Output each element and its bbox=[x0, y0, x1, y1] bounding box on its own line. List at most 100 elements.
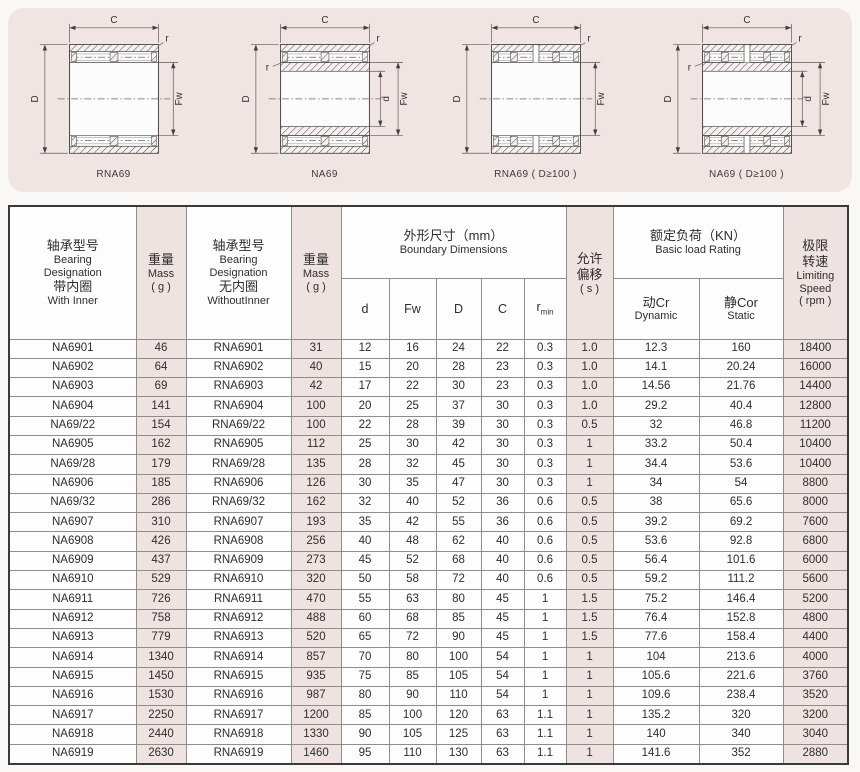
cell-limiting-speed: 3200 bbox=[782, 705, 849, 726]
cell-designation-without-inner: RNA6919 bbox=[185, 743, 292, 765]
table-row: NA6909 437 RNA6909 273 45 52 68 40 0.6 0.5 56.4 101… bbox=[8, 550, 849, 572]
cell-dim-d: 65 bbox=[340, 627, 390, 649]
cell-dim-d: 25 bbox=[340, 434, 390, 456]
cell-limiting-speed: 2880 bbox=[782, 743, 849, 765]
cell-dim-outer-d: 100 bbox=[435, 647, 482, 668]
cell-load-dynamic-cr: 105.6 bbox=[612, 666, 700, 687]
cell-dim-fw: 72 bbox=[388, 627, 437, 649]
cell-load-dynamic-cr: 75.2 bbox=[612, 589, 700, 610]
cell-dim-d: 55 bbox=[340, 589, 390, 610]
cell-load-static-cor: 46.8 bbox=[698, 415, 784, 436]
cell-limiting-speed: 3520 bbox=[782, 685, 849, 707]
table-row: NA6906 185 RNA6906 126 30 35 47 30 0.3 1 34 54 8800 bbox=[8, 473, 849, 494]
table-row: NA6918 2440 RNA6918 1330 90 105 125 63 1.1 1 140 34… bbox=[8, 724, 849, 745]
header-text: 允许 bbox=[576, 250, 603, 266]
dim-label-outer-d: D bbox=[662, 95, 673, 102]
cell-designation-with-inner: NA6903 bbox=[8, 377, 137, 398]
cell-mass-with-inner: 1340 bbox=[135, 647, 187, 668]
cell-load-static-cor: 160 bbox=[698, 338, 784, 359]
cell-limiting-speed: 14400 bbox=[782, 377, 849, 398]
cell-mass-without-inner: 273 bbox=[290, 550, 342, 572]
cell-mass-with-inner: 310 bbox=[135, 512, 187, 533]
cell-dim-c: 45 bbox=[480, 608, 525, 629]
cell-mass-without-inner: 520 bbox=[290, 627, 342, 649]
col-header-rmin: rmin bbox=[523, 277, 567, 340]
cell-dim-outer-d: 42 bbox=[435, 434, 482, 456]
cell-offset-s: 0.5 bbox=[565, 512, 614, 533]
cell-dim-fw: 68 bbox=[388, 608, 437, 629]
table-row: NA69/22 154 RNA69/22 100 22 28 39 30 0.3 0.5 32 46.… bbox=[8, 415, 849, 436]
cell-offset-s: 1 bbox=[565, 666, 614, 687]
cell-dim-fw: 80 bbox=[388, 647, 437, 668]
cell-mass-with-inner: 2630 bbox=[135, 743, 187, 765]
cell-mass-without-inner: 488 bbox=[290, 608, 342, 629]
cell-dim-outer-d: 52 bbox=[435, 492, 482, 514]
cell-dim-d: 90 bbox=[340, 724, 390, 745]
table-row: NA6919 2630 RNA6919 1460 95 110 130 63 1.1 1 141.6… bbox=[8, 743, 849, 765]
cell-offset-s: 1 bbox=[565, 473, 614, 494]
cell-dim-rmin: 0.6 bbox=[523, 512, 567, 533]
cell-dim-outer-d: 28 bbox=[435, 357, 482, 379]
table-row: NA6908 426 RNA6908 256 40 48 62 40 0.6 0.5 53.6 92.… bbox=[8, 531, 849, 552]
header-text: 静Cor bbox=[724, 294, 758, 310]
cell-dim-c: 30 bbox=[480, 454, 525, 475]
table-row: NA6915 1450 RNA6915 935 75 85 105 54 1 1 105.6 221.… bbox=[8, 666, 849, 687]
bearing-diagram: Cr D d Fw r bbox=[240, 15, 409, 154]
cell-load-static-cor: 213.6 bbox=[698, 647, 784, 668]
cell-dim-fw: 22 bbox=[388, 377, 437, 398]
cell-dim-rmin: 0.6 bbox=[523, 570, 567, 591]
cell-mass-with-inner: 2250 bbox=[135, 705, 187, 726]
cell-mass-without-inner: 100 bbox=[290, 396, 342, 417]
cell-dim-d: 35 bbox=[340, 512, 390, 533]
header-row-dims: d Fw D C rmin 动Cr Dynamic 静Cor Static bbox=[9, 277, 848, 340]
cell-dim-d: 85 bbox=[340, 705, 390, 726]
cell-designation-with-inner: NA6905 bbox=[8, 434, 137, 456]
cell-mass-with-inner: 779 bbox=[135, 627, 187, 649]
cell-dim-c: 36 bbox=[480, 492, 525, 514]
cell-offset-s: 1.0 bbox=[565, 396, 614, 417]
dim-label-r: r bbox=[376, 34, 380, 45]
cell-mass-with-inner: 758 bbox=[135, 608, 187, 629]
col-header-limiting-speed: 极限 转速 Limiting Speed ( rpm ) bbox=[782, 205, 849, 340]
cell-dim-outer-d: 130 bbox=[435, 743, 482, 765]
cell-load-dynamic-cr: 14.56 bbox=[612, 377, 700, 398]
col-header-static-cor: 静Cor Static bbox=[698, 277, 784, 340]
cell-dim-rmin: 0.3 bbox=[523, 338, 567, 359]
cell-limiting-speed: 8000 bbox=[782, 492, 849, 514]
cell-dim-fw: 52 bbox=[388, 550, 437, 572]
cell-dim-d: 15 bbox=[340, 357, 390, 379]
cell-dim-fw: 16 bbox=[388, 338, 437, 359]
cell-designation-with-inner: NA6901 bbox=[8, 338, 137, 359]
cell-dim-outer-d: 72 bbox=[435, 570, 482, 591]
cell-load-dynamic-cr: 76.4 bbox=[612, 608, 700, 629]
header-text: 无内圈 bbox=[218, 279, 258, 294]
cell-designation-without-inner: RNA6913 bbox=[185, 627, 292, 649]
cell-mass-with-inner: 437 bbox=[135, 550, 187, 572]
cell-mass-with-inner: 426 bbox=[135, 531, 187, 552]
cell-mass-without-inner: 193 bbox=[290, 512, 342, 533]
header-text: Designation bbox=[43, 266, 102, 279]
cell-dim-fw: 85 bbox=[388, 666, 437, 687]
cell-dim-fw: 58 bbox=[388, 570, 437, 591]
cell-designation-with-inner: NA6902 bbox=[8, 357, 137, 379]
dim-label-fw: Fw bbox=[820, 91, 831, 105]
cell-dim-c: 22 bbox=[480, 338, 525, 359]
cell-mass-with-inner: 1530 bbox=[135, 685, 187, 707]
cell-offset-s: 1.5 bbox=[565, 627, 614, 649]
cell-offset-s: 1 bbox=[565, 647, 614, 668]
cell-limiting-speed: 7600 bbox=[782, 512, 849, 533]
cell-dim-d: 50 bbox=[340, 570, 390, 591]
cell-dim-outer-d: 55 bbox=[435, 512, 482, 533]
cell-designation-without-inner: RNA6903 bbox=[185, 377, 292, 398]
bearing-diagram: Cr D Fw bbox=[29, 15, 185, 154]
cell-offset-s: 1 bbox=[565, 454, 614, 475]
cell-load-static-cor: 158.4 bbox=[698, 627, 784, 649]
cell-mass-without-inner: 42 bbox=[290, 377, 342, 398]
cell-mass-with-inner: 286 bbox=[135, 492, 187, 514]
cell-dim-d: 80 bbox=[340, 685, 390, 707]
cell-dim-outer-d: 39 bbox=[435, 415, 482, 436]
cell-offset-s: 1 bbox=[565, 743, 614, 765]
cell-dim-d: 28 bbox=[340, 454, 390, 475]
